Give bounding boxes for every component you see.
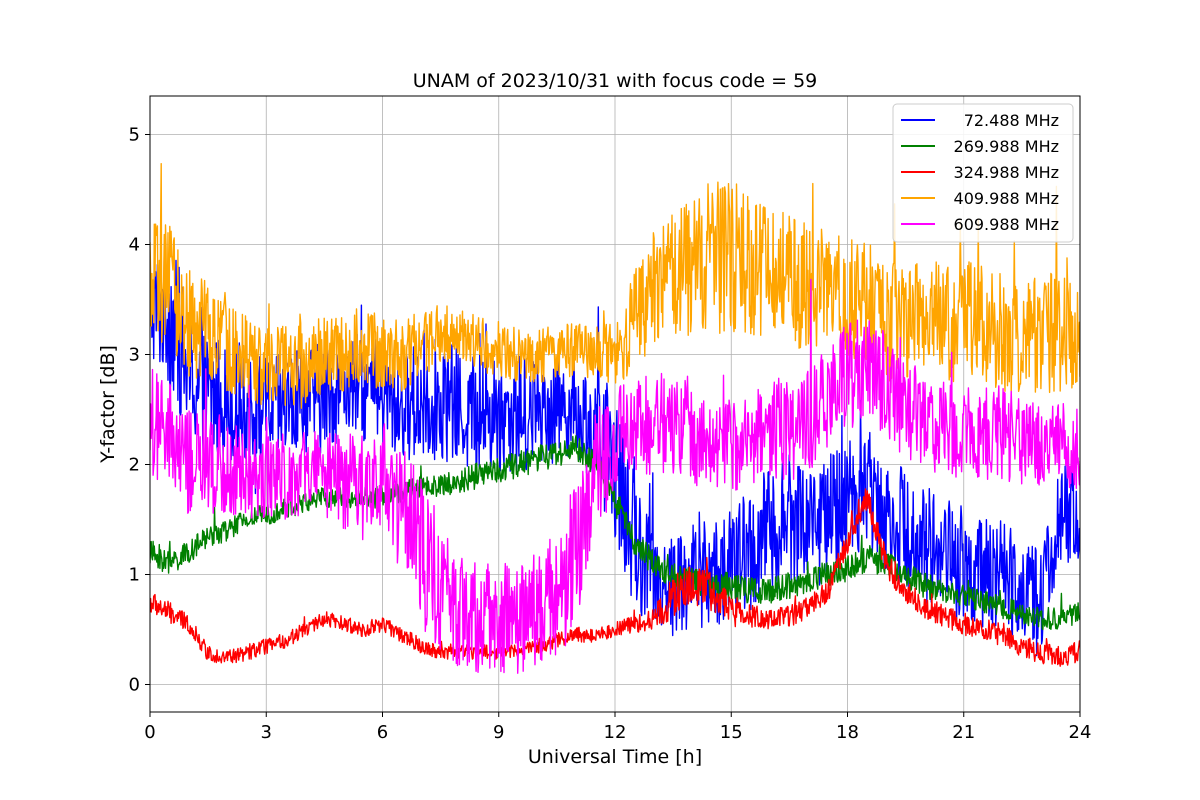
y-tick-label: 0 xyxy=(129,675,140,696)
x-tick-label: 21 xyxy=(952,722,975,743)
legend-box xyxy=(892,103,1074,243)
y-tick-label: 3 xyxy=(129,345,140,366)
series-line-4 xyxy=(150,163,1080,409)
series-line-3 xyxy=(150,488,1080,667)
x-tick-label: 6 xyxy=(377,722,388,743)
y-tick-label: 4 xyxy=(129,235,140,256)
x-tick-label: 0 xyxy=(144,722,155,743)
x-tick-label: 24 xyxy=(1069,722,1092,743)
x-tick-label: 18 xyxy=(836,722,859,743)
y-tick-label: 2 xyxy=(129,455,140,476)
legend-label: 324.988 MHz xyxy=(954,163,1059,182)
x-tick-label: 12 xyxy=(604,722,627,743)
x-axis-label: Universal Time [h] xyxy=(528,746,702,768)
legend-label: 609.988 MHz xyxy=(954,215,1059,234)
chart-title: UNAM of 2023/10/31 with focus code = 59 xyxy=(413,70,818,92)
y-tick-label: 1 xyxy=(129,565,140,586)
legend-label: 269.988 MHz xyxy=(954,137,1059,156)
x-tick-label: 3 xyxy=(261,722,272,743)
y-tick-label: 5 xyxy=(129,125,140,146)
series-layer xyxy=(150,163,1080,674)
y-axis-label: Y-factor [dB] xyxy=(97,345,119,464)
legend: 72.488 MHz 269.988 MHz 324.988 MHz 409.988 … xyxy=(892,103,1074,243)
legend-label: 409.988 MHz xyxy=(954,189,1059,208)
x-tick-label: 9 xyxy=(493,722,504,743)
legend-label: 72.488 MHz xyxy=(964,111,1059,130)
x-tick-label: 15 xyxy=(720,722,743,743)
series-line-5 xyxy=(150,278,1080,674)
